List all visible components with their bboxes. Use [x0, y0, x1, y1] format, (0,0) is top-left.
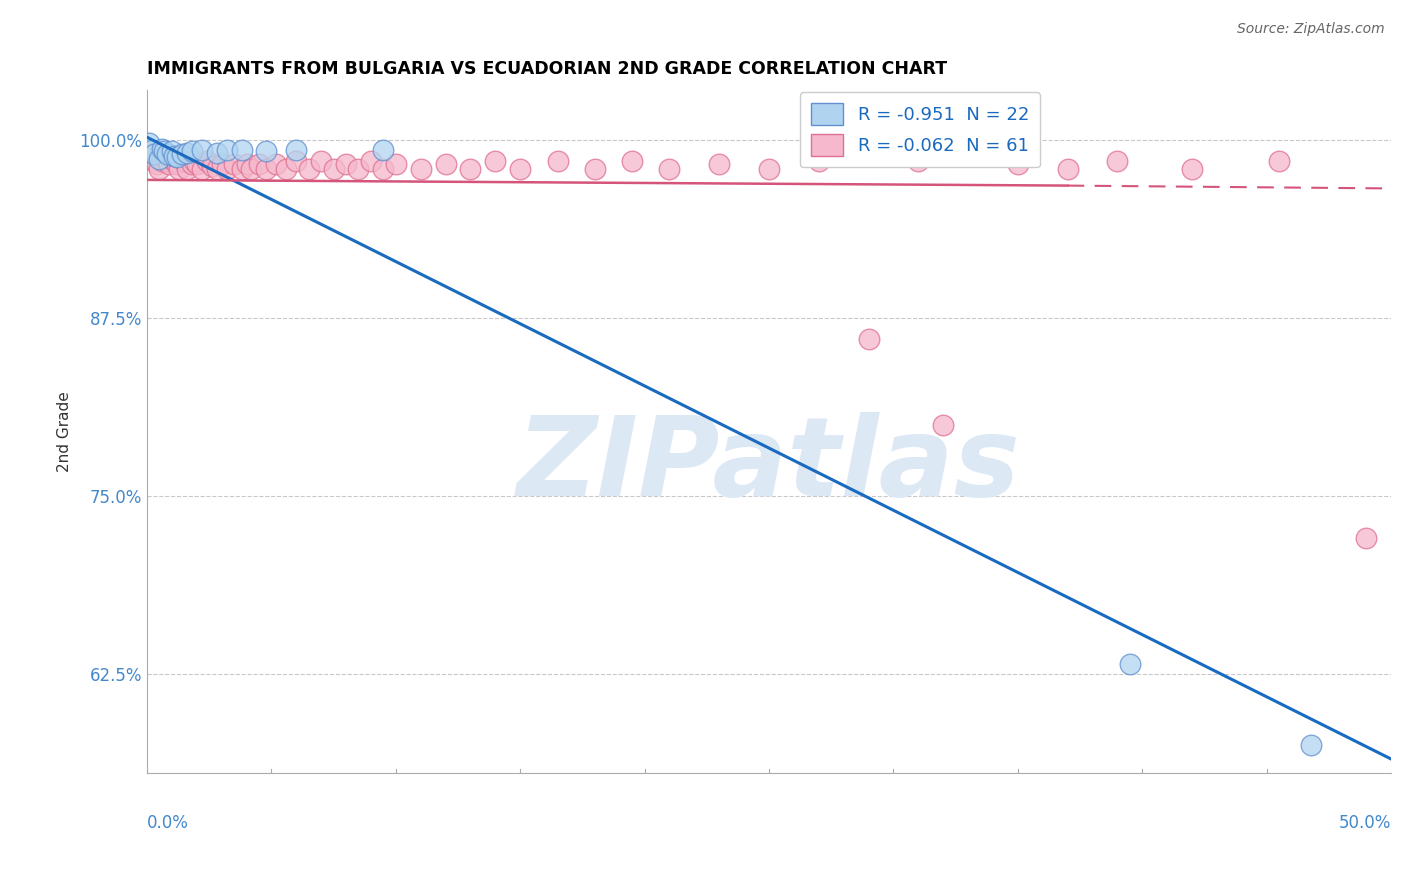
- Point: [309, 154, 332, 169]
- Point: [195, 154, 218, 169]
- Point: [166, 150, 188, 164]
- Point: [170, 147, 193, 161]
- Point: [1181, 161, 1204, 176]
- Point: [138, 136, 160, 150]
- Point: [146, 157, 169, 171]
- Point: [384, 157, 406, 171]
- Point: [254, 161, 277, 176]
- Text: 0.0%: 0.0%: [148, 814, 188, 832]
- Point: [148, 152, 170, 166]
- Legend: R = -0.951  N = 22, R = -0.062  N = 61: R = -0.951 N = 22, R = -0.062 N = 61: [800, 93, 1040, 167]
- Text: Source: ZipAtlas.com: Source: ZipAtlas.com: [1237, 22, 1385, 37]
- Point: [148, 161, 170, 176]
- Point: [285, 154, 308, 169]
- Point: [150, 142, 173, 156]
- Point: [807, 154, 830, 169]
- Point: [658, 161, 681, 176]
- Point: [153, 150, 176, 164]
- Point: [247, 157, 270, 171]
- Point: [163, 154, 186, 169]
- Point: [143, 147, 166, 161]
- Y-axis label: 2nd Grade: 2nd Grade: [58, 392, 72, 472]
- Point: [547, 154, 569, 169]
- Point: [240, 161, 263, 176]
- Text: 50.0%: 50.0%: [1339, 814, 1391, 832]
- Point: [758, 161, 780, 176]
- Point: [153, 145, 176, 159]
- Point: [276, 161, 298, 176]
- Point: [190, 161, 212, 176]
- Point: [211, 157, 233, 171]
- Point: [150, 154, 173, 169]
- Point: [141, 143, 163, 157]
- Point: [143, 154, 166, 169]
- Point: [180, 145, 202, 159]
- Point: [1119, 657, 1142, 671]
- Point: [180, 157, 202, 171]
- Point: [231, 161, 253, 176]
- Point: [231, 143, 253, 157]
- Point: [932, 417, 955, 432]
- Point: [222, 157, 245, 171]
- Point: [583, 161, 606, 176]
- Point: [183, 154, 205, 169]
- Point: [1268, 154, 1291, 169]
- Point: [509, 161, 531, 176]
- Point: [373, 143, 395, 157]
- Point: [176, 145, 198, 160]
- Point: [215, 161, 238, 176]
- Point: [907, 154, 929, 169]
- Point: [160, 150, 183, 164]
- Point: [460, 161, 482, 176]
- Point: [409, 161, 432, 176]
- Point: [215, 143, 238, 157]
- Point: [160, 145, 183, 159]
- Point: [335, 157, 357, 171]
- Point: [205, 145, 228, 160]
- Point: [621, 154, 644, 169]
- Point: [173, 154, 195, 169]
- Point: [186, 157, 208, 171]
- Point: [360, 154, 382, 169]
- Point: [156, 147, 179, 161]
- Point: [176, 161, 198, 176]
- Point: [201, 159, 224, 173]
- Point: [235, 157, 257, 171]
- Point: [166, 157, 188, 171]
- Point: [322, 161, 344, 176]
- Point: [1301, 738, 1323, 752]
- Text: ZIPatlas: ZIPatlas: [517, 412, 1021, 519]
- Point: [709, 157, 731, 171]
- Point: [266, 157, 288, 171]
- Point: [298, 161, 321, 176]
- Point: [157, 157, 180, 171]
- Point: [1355, 532, 1378, 546]
- Point: [1107, 154, 1129, 169]
- Point: [138, 147, 160, 161]
- Point: [205, 161, 228, 176]
- Point: [156, 154, 179, 169]
- Point: [858, 332, 880, 346]
- Point: [347, 161, 370, 176]
- Point: [285, 143, 308, 157]
- Point: [484, 154, 506, 169]
- Point: [434, 157, 457, 171]
- Point: [1007, 157, 1029, 171]
- Point: [169, 161, 191, 176]
- Point: [373, 161, 395, 176]
- Point: [1056, 161, 1078, 176]
- Point: [254, 145, 277, 159]
- Text: IMMIGRANTS FROM BULGARIA VS ECUADORIAN 2ND GRADE CORRELATION CHART: IMMIGRANTS FROM BULGARIA VS ECUADORIAN 2…: [148, 60, 948, 78]
- Point: [163, 149, 186, 163]
- Point: [190, 143, 212, 157]
